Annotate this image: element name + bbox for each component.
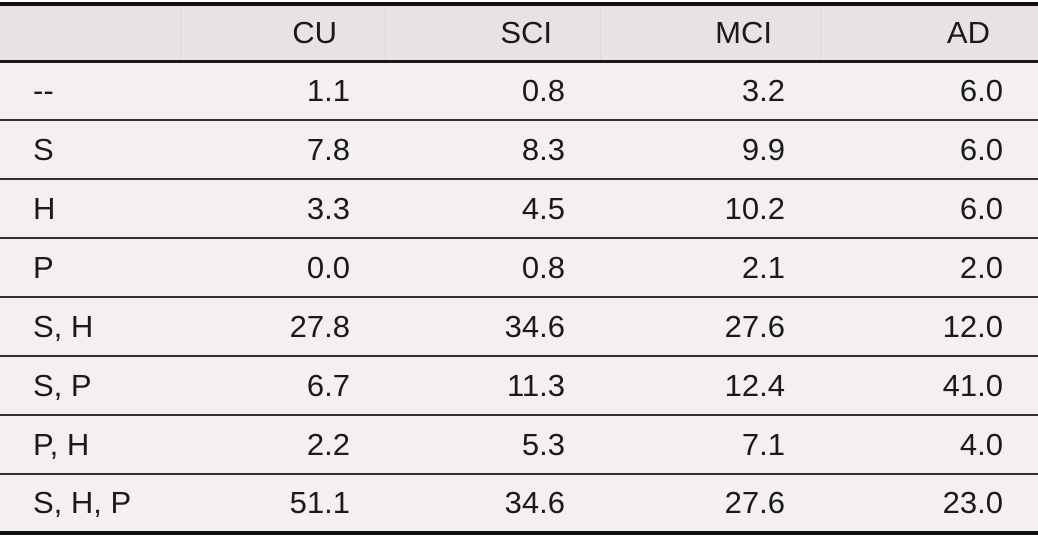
value-cell: 7.1: [600, 415, 820, 475]
table-row: -- 1.1 0.8 3.2 6.0: [0, 61, 1038, 121]
value-cell: 10.2: [600, 179, 820, 239]
value-cell: 27.6: [600, 474, 820, 533]
value-cell: 2.2: [180, 415, 385, 475]
value-cell: 11.3: [385, 356, 600, 416]
value-cell: 51.1: [180, 474, 385, 533]
value-cell: 3.3: [180, 179, 385, 239]
column-header-mci: MCI: [600, 4, 820, 63]
table-row: H 3.3 4.5 10.2 6.0: [0, 179, 1038, 239]
value-cell: 6.0: [820, 61, 1038, 121]
row-label-cell: --: [0, 61, 180, 121]
value-cell: 3.2: [600, 61, 820, 121]
table-body: -- 1.1 0.8 3.2 6.0 S 7.8 8.3 9.9 6.0 H 3.3 4.5 10.2 6.…: [0, 61, 1038, 533]
value-cell: 6.0: [820, 120, 1038, 180]
table-row: S 7.8 8.3 9.9 6.0: [0, 120, 1038, 180]
value-cell: 8.3: [385, 120, 600, 180]
value-cell: 0.8: [385, 238, 600, 298]
value-cell: 2.1: [600, 238, 820, 298]
header-row: CU SCI MCI AD: [0, 4, 1038, 63]
value-cell: 12.0: [820, 297, 1038, 357]
value-cell: 4.5: [385, 179, 600, 239]
row-label-cell: P: [0, 238, 180, 298]
data-table: CU SCI MCI AD -- 1.1 0.8 3.2 6.0 S 7.8 8.3 9.9 6.0 H 3…: [0, 2, 1038, 535]
value-cell: 34.6: [385, 297, 600, 357]
row-label-cell: P, H: [0, 415, 180, 475]
table-row: P 0.0 0.8 2.1 2.0: [0, 238, 1038, 298]
value-cell: 12.4: [600, 356, 820, 416]
value-cell: 2.0: [820, 238, 1038, 298]
value-cell: 27.8: [180, 297, 385, 357]
row-label-cell: S: [0, 120, 180, 180]
value-cell: 34.6: [385, 474, 600, 533]
value-cell: 6.0: [820, 179, 1038, 239]
row-label-cell: H: [0, 179, 180, 239]
column-header-cu: CU: [180, 4, 385, 63]
value-cell: 9.9: [600, 120, 820, 180]
table-header: CU SCI MCI AD: [0, 4, 1038, 63]
column-header-sci: SCI: [385, 4, 600, 63]
corner-header-cell: [0, 4, 180, 63]
value-cell: 1.1: [180, 61, 385, 121]
value-cell: 0.0: [180, 238, 385, 298]
value-cell: 7.8: [180, 120, 385, 180]
value-cell: 4.0: [820, 415, 1038, 475]
value-cell: 27.6: [600, 297, 820, 357]
value-cell: 23.0: [820, 474, 1038, 533]
value-cell: 41.0: [820, 356, 1038, 416]
value-cell: 6.7: [180, 356, 385, 416]
table-row: S, P 6.7 11.3 12.4 41.0: [0, 356, 1038, 416]
column-header-ad: AD: [820, 4, 1038, 63]
value-cell: 0.8: [385, 61, 600, 121]
value-cell: 5.3: [385, 415, 600, 475]
row-label-cell: S, H, P: [0, 474, 180, 533]
row-label-cell: S, H: [0, 297, 180, 357]
row-label-cell: S, P: [0, 356, 180, 416]
table-row: P, H 2.2 5.3 7.1 4.0: [0, 415, 1038, 475]
table-row: S, H 27.8 34.6 27.6 12.0: [0, 297, 1038, 357]
table-row: S, H, P 51.1 34.6 27.6 23.0: [0, 474, 1038, 533]
